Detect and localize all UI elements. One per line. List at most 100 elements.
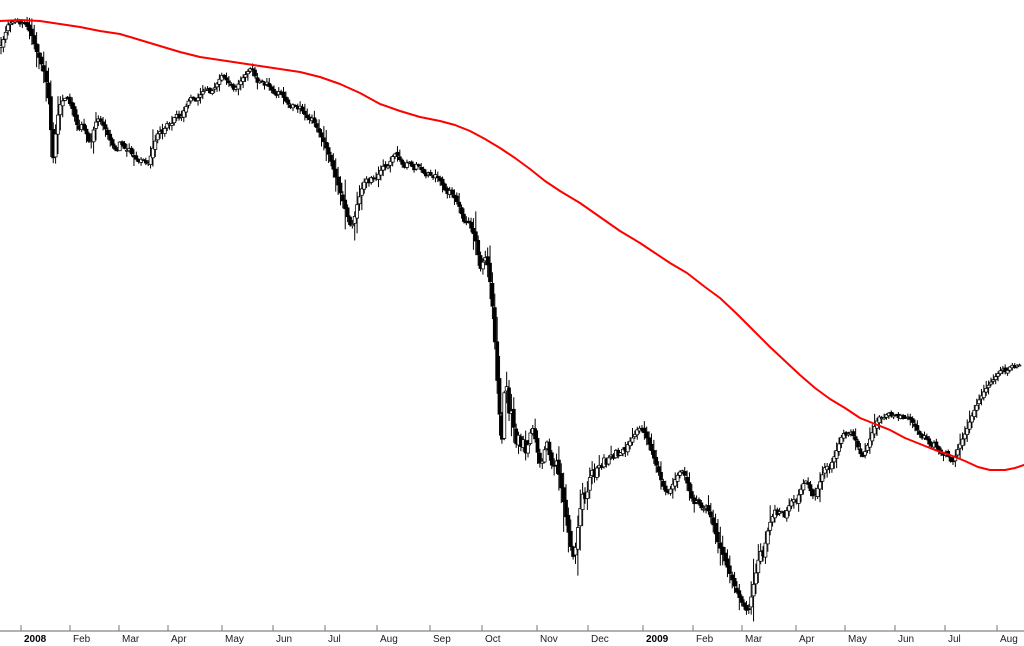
candlestick-bar <box>329 151 333 167</box>
candlestick-bar <box>433 169 438 183</box>
x-axis-label: Mar <box>122 634 140 645</box>
candlestick-bar <box>768 505 773 536</box>
candlestick-bar <box>652 439 656 464</box>
candle-body <box>749 596 754 608</box>
candle-body <box>450 189 454 195</box>
candle-body <box>27 24 32 32</box>
candlestick-bar <box>291 103 295 112</box>
candle-body <box>172 117 177 124</box>
candlestick-bar <box>732 572 737 594</box>
candle-body <box>317 128 321 133</box>
candlestick-bar <box>46 67 51 105</box>
candle-body <box>595 467 599 478</box>
candlestick-bar <box>86 131 91 143</box>
x-axis-label: Jul <box>328 634 341 645</box>
candlestick-bar <box>689 484 694 502</box>
candle-body <box>917 431 922 435</box>
candlestick-bar <box>34 32 39 68</box>
candlestick-bar <box>697 497 701 506</box>
candlestick-bar <box>856 438 860 450</box>
candle-body <box>673 479 678 487</box>
candle-body <box>471 228 476 234</box>
candle-body <box>685 477 689 484</box>
candlestick-bar <box>495 316 500 394</box>
candlestick-bar <box>148 146 153 169</box>
candlestick-bar <box>965 419 970 442</box>
candle-body <box>682 471 687 476</box>
candlestick-bar <box>181 106 186 123</box>
candle-body <box>345 207 350 218</box>
candlestick-bar <box>718 526 723 566</box>
candlestick-bar <box>186 98 191 109</box>
candle-body <box>198 94 203 98</box>
candle-body <box>196 97 200 102</box>
candlestick-bar <box>70 97 75 116</box>
candle-body <box>338 182 343 194</box>
candlestick-bar <box>236 79 241 96</box>
candle-body <box>314 123 319 128</box>
candlestick-bar <box>416 163 421 168</box>
candlestick-bar <box>656 461 661 476</box>
candlestick-bar <box>32 24 37 50</box>
candle-body <box>490 283 495 307</box>
candlestick-bar <box>730 571 735 589</box>
candle-body <box>6 24 10 32</box>
candlestick-bar <box>820 466 825 490</box>
candlestick-bar <box>673 472 678 492</box>
candlestick-bar <box>227 76 231 87</box>
candle-body <box>469 221 473 229</box>
candlestick-bar <box>333 158 338 192</box>
candle-body <box>670 483 675 490</box>
candle-body <box>46 82 51 99</box>
candle-body <box>395 151 400 156</box>
candle-body <box>542 449 547 463</box>
candle-body <box>200 91 205 95</box>
candle-body <box>30 28 34 37</box>
candle-body <box>60 100 65 107</box>
x-axis-label: Apr <box>799 634 815 645</box>
candle-body <box>697 499 701 505</box>
x-axis-label: Jun <box>898 634 914 645</box>
candle-body <box>820 474 825 482</box>
candle-body <box>25 22 29 27</box>
candle-body <box>488 262 492 283</box>
candlestick-bar <box>901 413 905 420</box>
candlestick-bar <box>241 74 245 88</box>
candle-body <box>189 97 193 102</box>
candlestick-bar <box>649 433 654 455</box>
candle-body <box>210 90 215 94</box>
candle-body <box>768 521 773 531</box>
candle-body <box>991 379 996 382</box>
candle-body <box>162 128 167 134</box>
candle-body <box>246 71 250 75</box>
candle-body <box>75 114 79 125</box>
candle-body <box>654 456 659 466</box>
candle-body <box>492 307 497 343</box>
candlestick-bar <box>720 535 725 566</box>
candlestick-bar <box>300 104 305 114</box>
candle-body <box>222 74 227 78</box>
candlestick-bar <box>834 442 839 469</box>
candle-body <box>400 159 405 165</box>
candlestick-bar <box>383 161 388 171</box>
candlestick-bar <box>388 156 393 173</box>
candlestick-bar <box>889 410 894 418</box>
candle-body <box>708 511 713 518</box>
candle-body <box>117 141 122 152</box>
candle-body <box>839 436 844 444</box>
candle-body <box>633 433 637 437</box>
candlestick-bar <box>53 124 58 164</box>
candlestick-bar <box>756 544 761 583</box>
candle-body <box>934 441 939 448</box>
candle-body <box>293 104 298 107</box>
candlestick-bar <box>170 115 174 131</box>
candle-body <box>965 428 970 435</box>
candle-body <box>405 162 409 168</box>
candle-body <box>789 500 794 507</box>
candlestick-bar <box>243 71 248 82</box>
candlestick-bar <box>739 594 744 607</box>
candle-body <box>718 542 723 549</box>
candlestick-bar <box>549 449 554 470</box>
candlestick-bar <box>319 129 324 147</box>
candlestick-bar <box>490 272 495 320</box>
